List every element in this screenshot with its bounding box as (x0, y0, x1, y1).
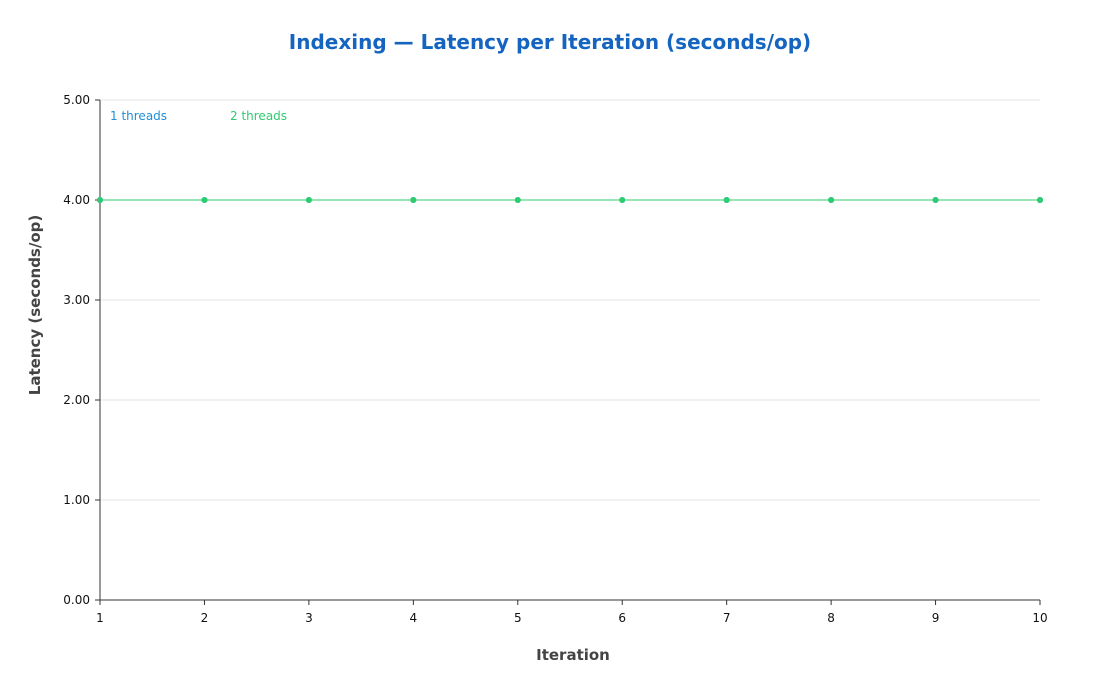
x-tick-label: 9 (932, 611, 940, 625)
data-point (1037, 197, 1043, 203)
series-layer (97, 197, 1043, 203)
data-point (828, 197, 835, 203)
x-tick-label: 8 (827, 611, 835, 625)
y-axis-title: Latency (seconds/op) (26, 215, 44, 395)
x-tick-label: 6 (618, 611, 626, 625)
x-axis-title: Iteration (536, 646, 610, 664)
axes: 0.00 1.00 2.00 3.00 4.00 5.00 1 2 3 4 5 6 7 8 9 10 (63, 93, 1047, 625)
series-2 (97, 197, 1043, 203)
data-point (201, 197, 208, 203)
data-point (723, 197, 730, 203)
data-point (932, 197, 939, 203)
grid-lines (100, 99, 1040, 601)
data-point (514, 197, 521, 203)
y-tick-label: 0.00 (63, 593, 90, 607)
legend-item: 2 threads (230, 109, 287, 123)
data-point (619, 197, 626, 203)
data-point (97, 197, 103, 203)
legend: 1 threads 2 threads (110, 109, 287, 123)
y-tick-label: 3.00 (63, 293, 90, 307)
x-tick-label: 7 (723, 611, 731, 625)
x-tick-label: 10 (1032, 611, 1047, 625)
data-point (410, 197, 417, 203)
legend-item: 1 threads (110, 109, 167, 123)
y-tick-label: 2.00 (63, 393, 90, 407)
y-tick-label: 5.00 (63, 93, 90, 107)
chart-title: Indexing — Latency per Iteration (second… (288, 30, 812, 54)
y-tick-label: 4.00 (63, 193, 90, 207)
x-tick-label: 2 (201, 611, 209, 625)
data-point (305, 197, 312, 203)
x-tick-label: 3 (305, 611, 313, 625)
x-tick-label: 1 (96, 611, 104, 625)
x-tick-label: 5 (514, 611, 522, 625)
y-tick-label: 1.00 (63, 493, 90, 507)
x-tick-label: 4 (410, 611, 418, 625)
